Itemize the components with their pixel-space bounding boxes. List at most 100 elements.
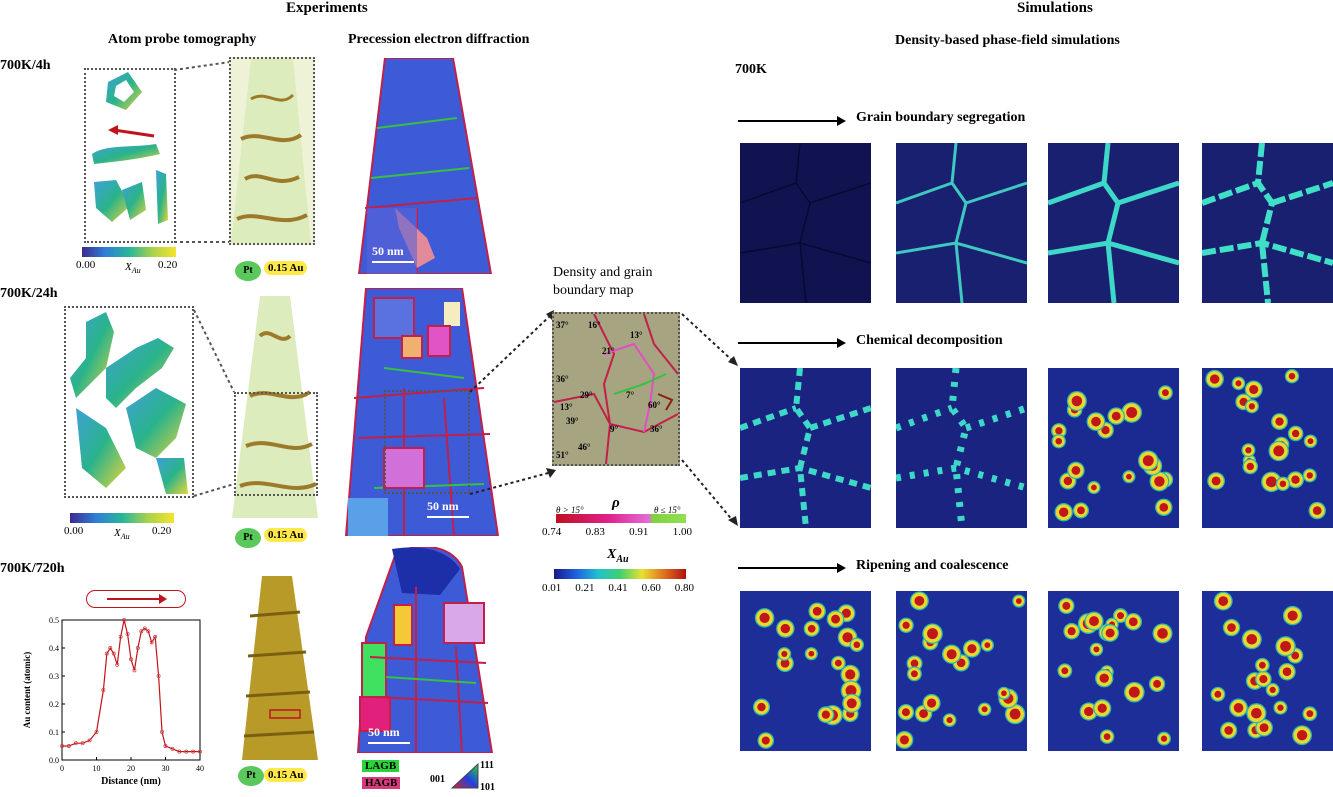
profile-point xyxy=(73,741,78,746)
precipitate xyxy=(1241,443,1256,458)
profile-point xyxy=(153,634,158,639)
rho-legend-low: θ ≤ 15° xyxy=(654,505,681,515)
precipitate xyxy=(1089,642,1104,657)
sim-gb-seg-3 xyxy=(1048,143,1179,303)
precipitate xyxy=(909,591,929,611)
apt-tip-720h xyxy=(240,576,320,760)
scalebar-4h: 50 nm xyxy=(372,244,414,263)
precipitate xyxy=(1282,605,1303,626)
precipitate xyxy=(897,703,915,721)
precipitate xyxy=(1286,471,1305,489)
precipitate xyxy=(803,620,820,637)
precipitate xyxy=(1255,718,1273,737)
pt-legend-24h: Pt xyxy=(235,528,261,548)
angle-label: 29° xyxy=(580,390,593,400)
x-axis-label: Distance (nm) xyxy=(101,776,161,787)
precipitate xyxy=(1113,608,1128,624)
precipitate xyxy=(1087,480,1101,495)
plot-frame xyxy=(61,619,201,761)
precipitate xyxy=(1302,706,1318,722)
ped-map-4h xyxy=(357,57,493,275)
precipitate xyxy=(922,623,943,644)
precipitate xyxy=(1244,380,1263,399)
precipitate xyxy=(777,647,792,661)
precipitate xyxy=(1284,369,1300,384)
profile-point xyxy=(135,646,140,650)
ipf-label-001: 001 xyxy=(430,774,445,785)
precipitate xyxy=(942,713,957,727)
precipitate xyxy=(831,655,846,671)
precipitate xyxy=(1051,423,1067,439)
precipitate xyxy=(808,602,826,620)
apt-colorbar-4h xyxy=(82,247,176,257)
sim-ripen-4 xyxy=(1202,591,1333,751)
sim-ripen-3 xyxy=(1048,591,1179,751)
angle-label: 13° xyxy=(630,330,643,340)
precipitate xyxy=(1123,681,1145,703)
angle-label: 37° xyxy=(556,320,569,330)
precipitate xyxy=(849,637,865,652)
ped-map-720h xyxy=(356,545,496,754)
precipitate xyxy=(997,686,1011,700)
xau-tick: 0.41 xyxy=(608,582,628,594)
profile-point xyxy=(156,674,161,678)
precipitate xyxy=(1229,698,1248,718)
y-tick-label: 0.0 xyxy=(49,756,59,765)
precipitate xyxy=(1095,669,1114,688)
rho-tick: 0.91 xyxy=(629,526,649,538)
profile-point xyxy=(104,651,109,656)
x-tick-label: 10 xyxy=(93,764,101,773)
apt-colorbar-min-24h: 0.00 xyxy=(64,525,84,537)
precipitate xyxy=(1308,501,1326,520)
angle-label: 9° xyxy=(610,424,619,434)
profile-point xyxy=(108,646,113,650)
precipitate xyxy=(1012,594,1026,608)
apt-zoom-box-4h xyxy=(84,68,176,243)
precipitate xyxy=(898,617,914,633)
xau-ticks: 0.01 0.21 0.41 0.60 0.80 xyxy=(542,582,694,594)
precipitate xyxy=(1058,597,1075,615)
precipitate xyxy=(1275,476,1291,491)
precipitate xyxy=(1122,470,1136,484)
connector-lines-24h xyxy=(193,309,235,497)
precipitate xyxy=(1255,657,1270,673)
profile-point xyxy=(66,744,71,748)
rho-ticks: 0.74 0.83 0.91 1.00 xyxy=(542,526,692,538)
sim-arrow-2 xyxy=(738,338,846,348)
precipitate xyxy=(776,619,795,638)
x-tick-label: 20 xyxy=(127,764,135,773)
precipitate xyxy=(1152,623,1173,644)
y-tick-label: 0.4 xyxy=(49,644,59,653)
precipitate xyxy=(1231,376,1246,391)
y-tick-label: 0.2 xyxy=(49,700,59,709)
y-tick-label: 0.1 xyxy=(49,728,59,737)
precipitate xyxy=(1244,399,1259,414)
apt-selection-24h xyxy=(234,392,318,496)
profile-point xyxy=(149,640,154,645)
precipitate xyxy=(1278,662,1296,681)
sim-gb-seg-2 xyxy=(896,143,1027,303)
precipitate xyxy=(1051,434,1066,449)
precipitate xyxy=(1148,675,1166,693)
xau-colorbar xyxy=(554,569,686,579)
precipitate xyxy=(1205,369,1224,389)
connector-lines-sim xyxy=(681,313,738,526)
angle-label: 36° xyxy=(556,374,569,384)
profile-point xyxy=(115,662,120,667)
x-tick-label: 40 xyxy=(196,764,204,773)
sim-gb-seg-4 xyxy=(1202,143,1333,303)
y-axis-label: Au content (atomic) xyxy=(22,652,32,728)
profile-point xyxy=(163,744,168,748)
rho-tick: 0.83 xyxy=(585,526,605,538)
angle-label: 60° xyxy=(648,400,661,410)
isosurface-4h xyxy=(92,72,168,224)
precipitate xyxy=(896,730,914,749)
precipitate xyxy=(1292,725,1313,746)
profile-point xyxy=(101,688,106,692)
density-grain-map: 37° 16° 13° 21° 36° 29° 7° 60° 13° 39° 9… xyxy=(552,312,680,466)
angle-label: 13° xyxy=(560,402,573,412)
precipitate xyxy=(1057,663,1073,679)
angle-label: 51° xyxy=(556,450,569,460)
apt-colorbar-min-4h: 0.00 xyxy=(76,259,96,271)
precipitate xyxy=(1084,611,1104,631)
